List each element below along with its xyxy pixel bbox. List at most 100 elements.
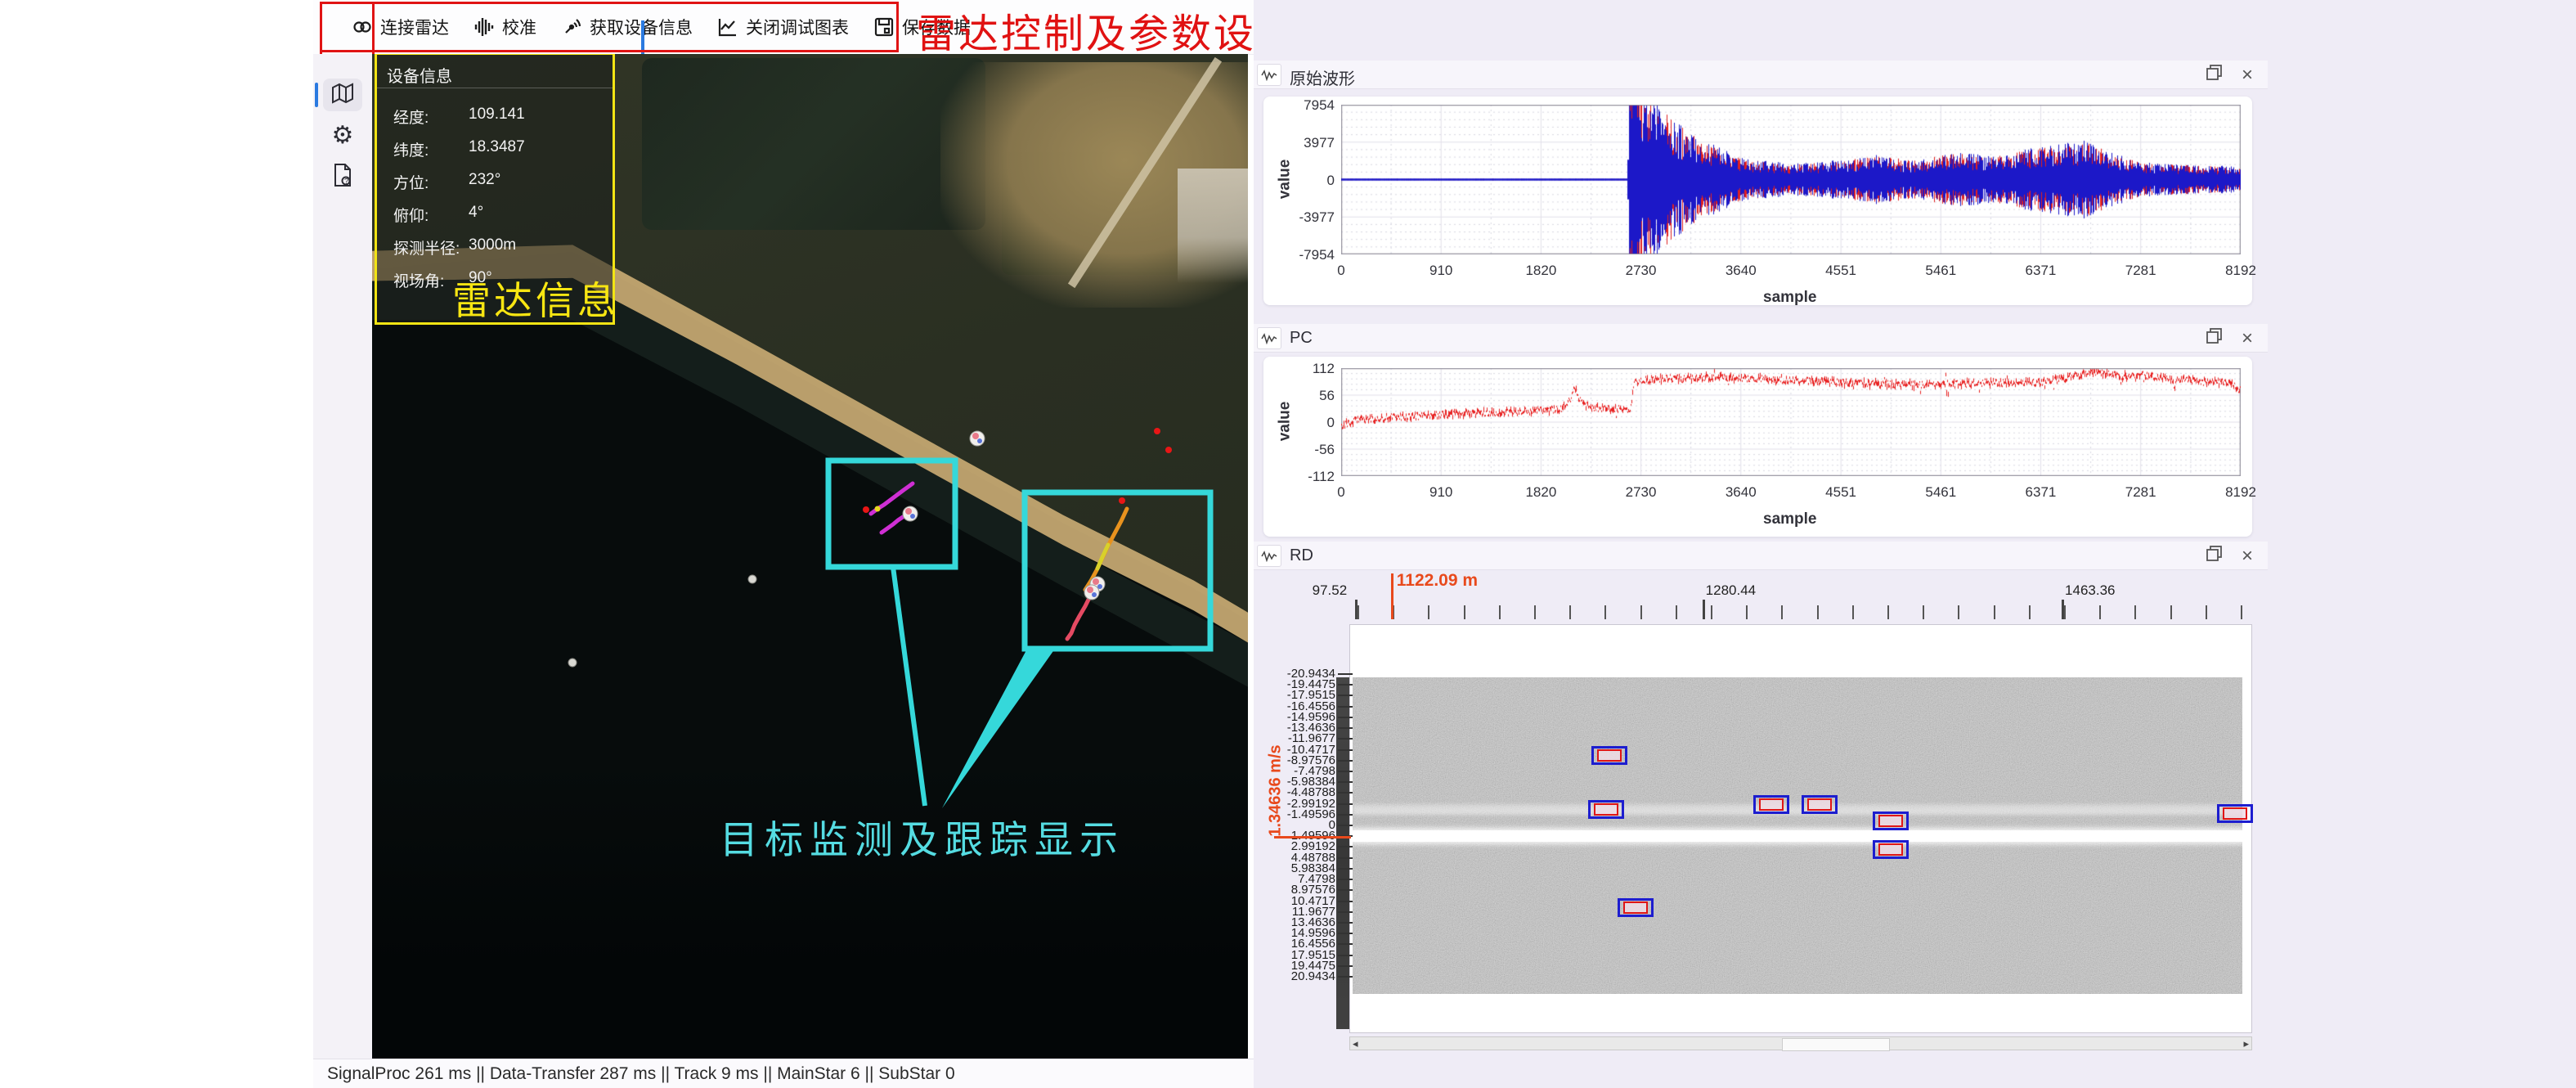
detection-box-inner xyxy=(2223,807,2248,820)
ruler-minor-tick xyxy=(1816,605,1819,619)
map-annotation-overlay xyxy=(568,428,1214,808)
velocity-tick xyxy=(1338,770,1353,772)
ruler-label: 97.52 xyxy=(1312,582,1348,598)
float-panel-icon[interactable] xyxy=(2206,546,2222,565)
x-tick-label: 8192 xyxy=(2225,263,2256,278)
velocity-tick xyxy=(1338,933,1353,935)
velocity-tick xyxy=(1338,921,1353,924)
velocity-tick xyxy=(1338,964,1353,967)
x-tick-label: 910 xyxy=(1429,263,1453,278)
velocity-tick xyxy=(1338,716,1353,718)
y-tick-label: 0 xyxy=(1326,172,1335,188)
velocity-tick-label: 10.4717 xyxy=(1290,893,1335,908)
link-icon xyxy=(352,16,373,38)
velocity-tick xyxy=(1338,727,1353,730)
close-panel-icon[interactable]: × xyxy=(2241,544,2253,567)
float-panel-icon[interactable] xyxy=(2206,328,2222,348)
velocity-tick-label: 17.9515 xyxy=(1290,947,1335,962)
x-tick-label: 6371 xyxy=(2025,263,2057,278)
ruler-minor-tick xyxy=(1781,605,1784,619)
close-panel-icon[interactable]: × xyxy=(2241,63,2253,86)
ruler-minor-tick xyxy=(1428,605,1430,619)
save-data-button[interactable]: 保存数据 xyxy=(873,15,971,39)
charts-dock-area: 原始波形 × value sample 7954 3977 0 -3977 -7954 0 91… xyxy=(1254,0,2576,1088)
x-tick-label: 2730 xyxy=(1625,263,1657,278)
device-info-value: 4° xyxy=(469,204,484,221)
x-tick-label: 6371 xyxy=(2025,484,2057,500)
velocity-tick-label: -7.4798 xyxy=(1294,763,1335,778)
velocity-tick-label: -8.97576 xyxy=(1286,753,1335,767)
panel-header-pc[interactable]: PC × xyxy=(1254,324,2268,353)
panel-header-rd[interactable]: RD × xyxy=(1254,542,2268,570)
ruler-minor-tick xyxy=(1604,605,1607,619)
velocity-tick-label: -2.99192 xyxy=(1286,796,1335,811)
velocity-tick-label: 5.98384 xyxy=(1290,861,1335,875)
panel-waveform-mini-icon xyxy=(1257,327,1281,349)
velocity-tick-label: 1.49596 xyxy=(1277,829,1335,843)
y-tick-label: 3977 xyxy=(1304,134,1335,151)
range-marker-label: 1122.09 m xyxy=(1396,571,1479,590)
velocity-marker-line xyxy=(1274,836,1351,838)
calibrate-button[interactable]: 校准 xyxy=(473,15,536,39)
ruler-minor-tick xyxy=(1851,605,1854,619)
ruler-minor-tick xyxy=(1534,605,1536,619)
ruler-minor-tick xyxy=(1923,605,1925,619)
rd-colorbar xyxy=(1336,677,1349,1029)
x-tick-label: 0 xyxy=(1337,484,1345,500)
y-tick-label: 56 xyxy=(1319,388,1335,403)
device-info-title: 设备信息 xyxy=(387,68,452,86)
device-info-row: 视场角: 90° xyxy=(393,269,492,291)
sidebar-item-file-report[interactable]: ? xyxy=(323,160,362,193)
panel-header-raw[interactable]: 原始波形 × xyxy=(1254,61,2268,89)
connect-radar-label: 连接雷达 xyxy=(380,19,449,38)
velocity-tick xyxy=(1338,976,1353,978)
sidebar-item-map[interactable] xyxy=(315,79,362,111)
velocity-tick xyxy=(1338,705,1353,708)
velocity-tick-label: 11.9677 xyxy=(1291,904,1335,919)
annotation-rect-toolbar xyxy=(320,2,899,52)
rd-horizontal-scrollbar[interactable]: ◂ ▸ xyxy=(1349,1036,2252,1051)
velocity-tick-label: -1.49596 xyxy=(1286,807,1335,821)
pc-chart[interactable]: value sample 112 56 0 -56 -112 0 910 1820 2730 3640… xyxy=(1263,357,2256,537)
velocity-tick xyxy=(1338,846,1353,848)
save-data-label: 保存数据 xyxy=(902,19,971,38)
velocity-tick xyxy=(1338,749,1353,751)
pc-plot-canvas[interactable] xyxy=(1341,368,2241,476)
scrollbar-left-arrow[interactable]: ◂ xyxy=(1353,1037,1358,1050)
y-tick-label: 0 xyxy=(1326,415,1335,430)
annotation-radar-info-text: 雷达信息 xyxy=(452,281,619,323)
detection-box xyxy=(1873,812,1910,831)
status-text: SignalProc 261 ms || Data-Transfer 287 m… xyxy=(327,1064,955,1083)
raw-plot-canvas[interactable] xyxy=(1341,105,2241,254)
sidebar-item-settings[interactable]: ⚙ xyxy=(323,119,362,152)
spectrogram-streak xyxy=(1353,808,2242,815)
scrollbar-right-arrow[interactable]: ▸ xyxy=(2243,1037,2249,1050)
map-buildings xyxy=(1178,169,1248,283)
map-view[interactable]: 设备信息 经度: 109.141 纬度: 18.3487 方位: 232° 俯仰: 4° 探测半… xyxy=(372,54,1248,1059)
detection-box xyxy=(1588,799,1625,819)
annotation-toolbar-text: 雷达控制及参数设置 xyxy=(916,11,1299,56)
detection-box-inner xyxy=(1878,815,1904,828)
ruler-minor-tick xyxy=(1711,605,1712,619)
detection-box xyxy=(1591,745,1628,765)
connect-radar-button[interactable]: 连接雷达 xyxy=(352,15,449,39)
x-tick-label: 3640 xyxy=(1725,263,1757,278)
panel-waveform-mini-icon xyxy=(1257,64,1281,86)
device-info-label: 经度: xyxy=(393,110,429,127)
velocity-tick-label: 13.4636 xyxy=(1290,915,1335,929)
close-panel-icon[interactable]: × xyxy=(2241,326,2253,349)
toolbar-focus-caret xyxy=(641,20,644,55)
detection-box xyxy=(1873,839,1910,859)
velocity-tick xyxy=(1338,825,1353,826)
x-tick-label: 2730 xyxy=(1625,484,1657,500)
float-panel-icon[interactable] xyxy=(2206,65,2222,84)
raw-waveform-chart[interactable]: value sample 7954 3977 0 -3977 -7954 0 910 1820 27… xyxy=(1263,97,2256,306)
detection-box xyxy=(2217,804,2254,824)
close-debug-charts-button[interactable]: 关闭调试图表 xyxy=(717,15,849,39)
detection-box-inner xyxy=(1878,843,1904,856)
velocity-tick xyxy=(1338,792,1353,794)
ruler-minor-tick xyxy=(2028,605,2031,619)
ruler-minor-tick xyxy=(1640,605,1642,619)
scrollbar-thumb[interactable] xyxy=(1782,1038,1890,1051)
